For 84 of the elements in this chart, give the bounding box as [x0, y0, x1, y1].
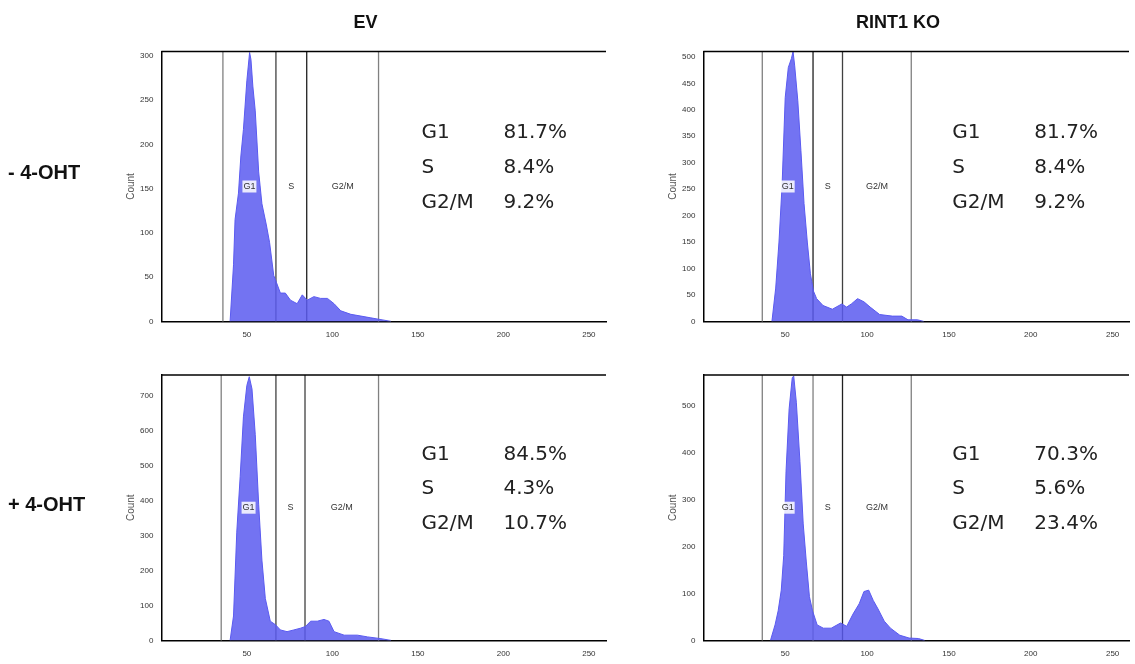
x-tick-label: 100 — [325, 330, 340, 340]
y-tick-label: 500 — [139, 461, 154, 470]
ref-line-label: S — [824, 502, 831, 513]
y-tick-label: 300 — [681, 157, 696, 167]
x-tick-label: 100 — [860, 649, 875, 659]
x-tick-label: 150 — [411, 330, 426, 340]
x-tick-label: 100 — [325, 649, 340, 659]
text: S 8.4% — [421, 153, 555, 178]
text: + 4-OHT — [8, 492, 86, 516]
y-tick-label: 300 — [139, 51, 154, 61]
y-axis-title: Count — [666, 172, 678, 200]
text: G2/M 23.4% — [952, 509, 1098, 534]
chart-title: EV — [353, 11, 378, 32]
y-tick-label: 50 — [686, 290, 696, 300]
x-tick-label: 200 — [496, 649, 511, 659]
ref-line-label: S — [824, 180, 831, 191]
ref-line-label: G1 — [781, 180, 794, 191]
x-tick-label: 200 — [1024, 330, 1038, 340]
text: G1 70.3% — [952, 440, 1098, 465]
y-tick-label: 400 — [681, 447, 696, 457]
x-tick-label: 150 — [411, 649, 426, 659]
ref-line-label: G2/M — [865, 180, 888, 191]
y-tick-label: 400 — [139, 495, 154, 505]
text: G2/M 10.7% — [421, 509, 568, 534]
x-tick-label: 50 — [242, 330, 252, 340]
x-tick-label: 150 — [942, 649, 957, 659]
y-axis-title: Count — [124, 172, 136, 200]
text: G2/M 9.2% — [421, 188, 555, 213]
y-tick-label: 100 — [139, 228, 154, 238]
y-tick-label: 0 — [148, 635, 154, 645]
text: G1 81.7% — [421, 118, 568, 143]
text: S 4.3% — [421, 475, 555, 500]
ref-line-label: S — [287, 502, 294, 513]
y-tick-label: 100 — [681, 588, 696, 598]
y-tick-label: 0 — [690, 316, 696, 326]
ref-line-label: G2/M — [330, 502, 353, 513]
ref-line-label: G1 — [242, 502, 255, 513]
x-tick-label: 200 — [496, 330, 511, 340]
ref-line-label: G1 — [781, 502, 794, 513]
x-tick-label: 50 — [242, 649, 252, 659]
y-tick-label: 50 — [144, 272, 154, 282]
text: S 8.4% — [952, 153, 1086, 178]
y-tick-label: 350 — [681, 131, 696, 141]
text: S 5.6% — [952, 475, 1086, 500]
y-tick-label: 200 — [139, 565, 154, 575]
x-tick-label: 50 — [780, 330, 791, 340]
x-tick-label: 250 — [1105, 649, 1120, 659]
y-tick-label: 0 — [690, 635, 696, 645]
x-tick-label: 250 — [582, 649, 597, 659]
y-tick-label: 250 — [139, 95, 154, 105]
y-tick-label: 200 — [681, 541, 696, 551]
y-tick-label: 0 — [148, 316, 154, 326]
y-tick-label: 500 — [681, 52, 696, 62]
chart-title: RINT1 KO — [855, 11, 941, 32]
y-tick-label: 150 — [139, 183, 154, 193]
y-axis-title: Count — [666, 494, 678, 522]
text: G1 81.7% — [952, 118, 1098, 143]
y-tick-label: 700 — [139, 391, 154, 401]
y-tick-label: 150 — [681, 237, 696, 247]
y-tick-label: 600 — [139, 426, 154, 436]
y-tick-label: 500 — [681, 400, 696, 410]
y-tick-label: 200 — [681, 210, 696, 220]
y-tick-label: 200 — [139, 139, 154, 149]
y-tick-label: 100 — [681, 263, 696, 273]
text: G1 84.5% — [421, 440, 568, 465]
y-tick-label: 100 — [139, 600, 154, 610]
ref-line-label: G1 — [243, 180, 256, 191]
ref-line-label: G2/M — [331, 180, 354, 191]
y-axis-title: Count — [124, 494, 136, 522]
x-tick-label: 250 — [582, 330, 597, 340]
x-tick-label: 250 — [1105, 330, 1120, 340]
x-tick-label: 200 — [1024, 649, 1038, 659]
y-tick-label: 300 — [139, 530, 154, 540]
ref-line-label: G2/M — [865, 502, 888, 513]
x-tick-label: 100 — [860, 330, 875, 340]
y-tick-label: 250 — [681, 184, 696, 194]
text: - 4-OHT — [8, 160, 81, 184]
x-tick-label: 50 — [780, 649, 791, 659]
text: G2/M 9.2% — [952, 188, 1086, 213]
y-tick-label: 300 — [681, 494, 696, 504]
x-tick-label: 150 — [942, 330, 957, 340]
y-tick-label: 400 — [681, 105, 696, 114]
ref-line-label: S — [288, 180, 295, 191]
y-tick-label: 450 — [681, 78, 696, 88]
